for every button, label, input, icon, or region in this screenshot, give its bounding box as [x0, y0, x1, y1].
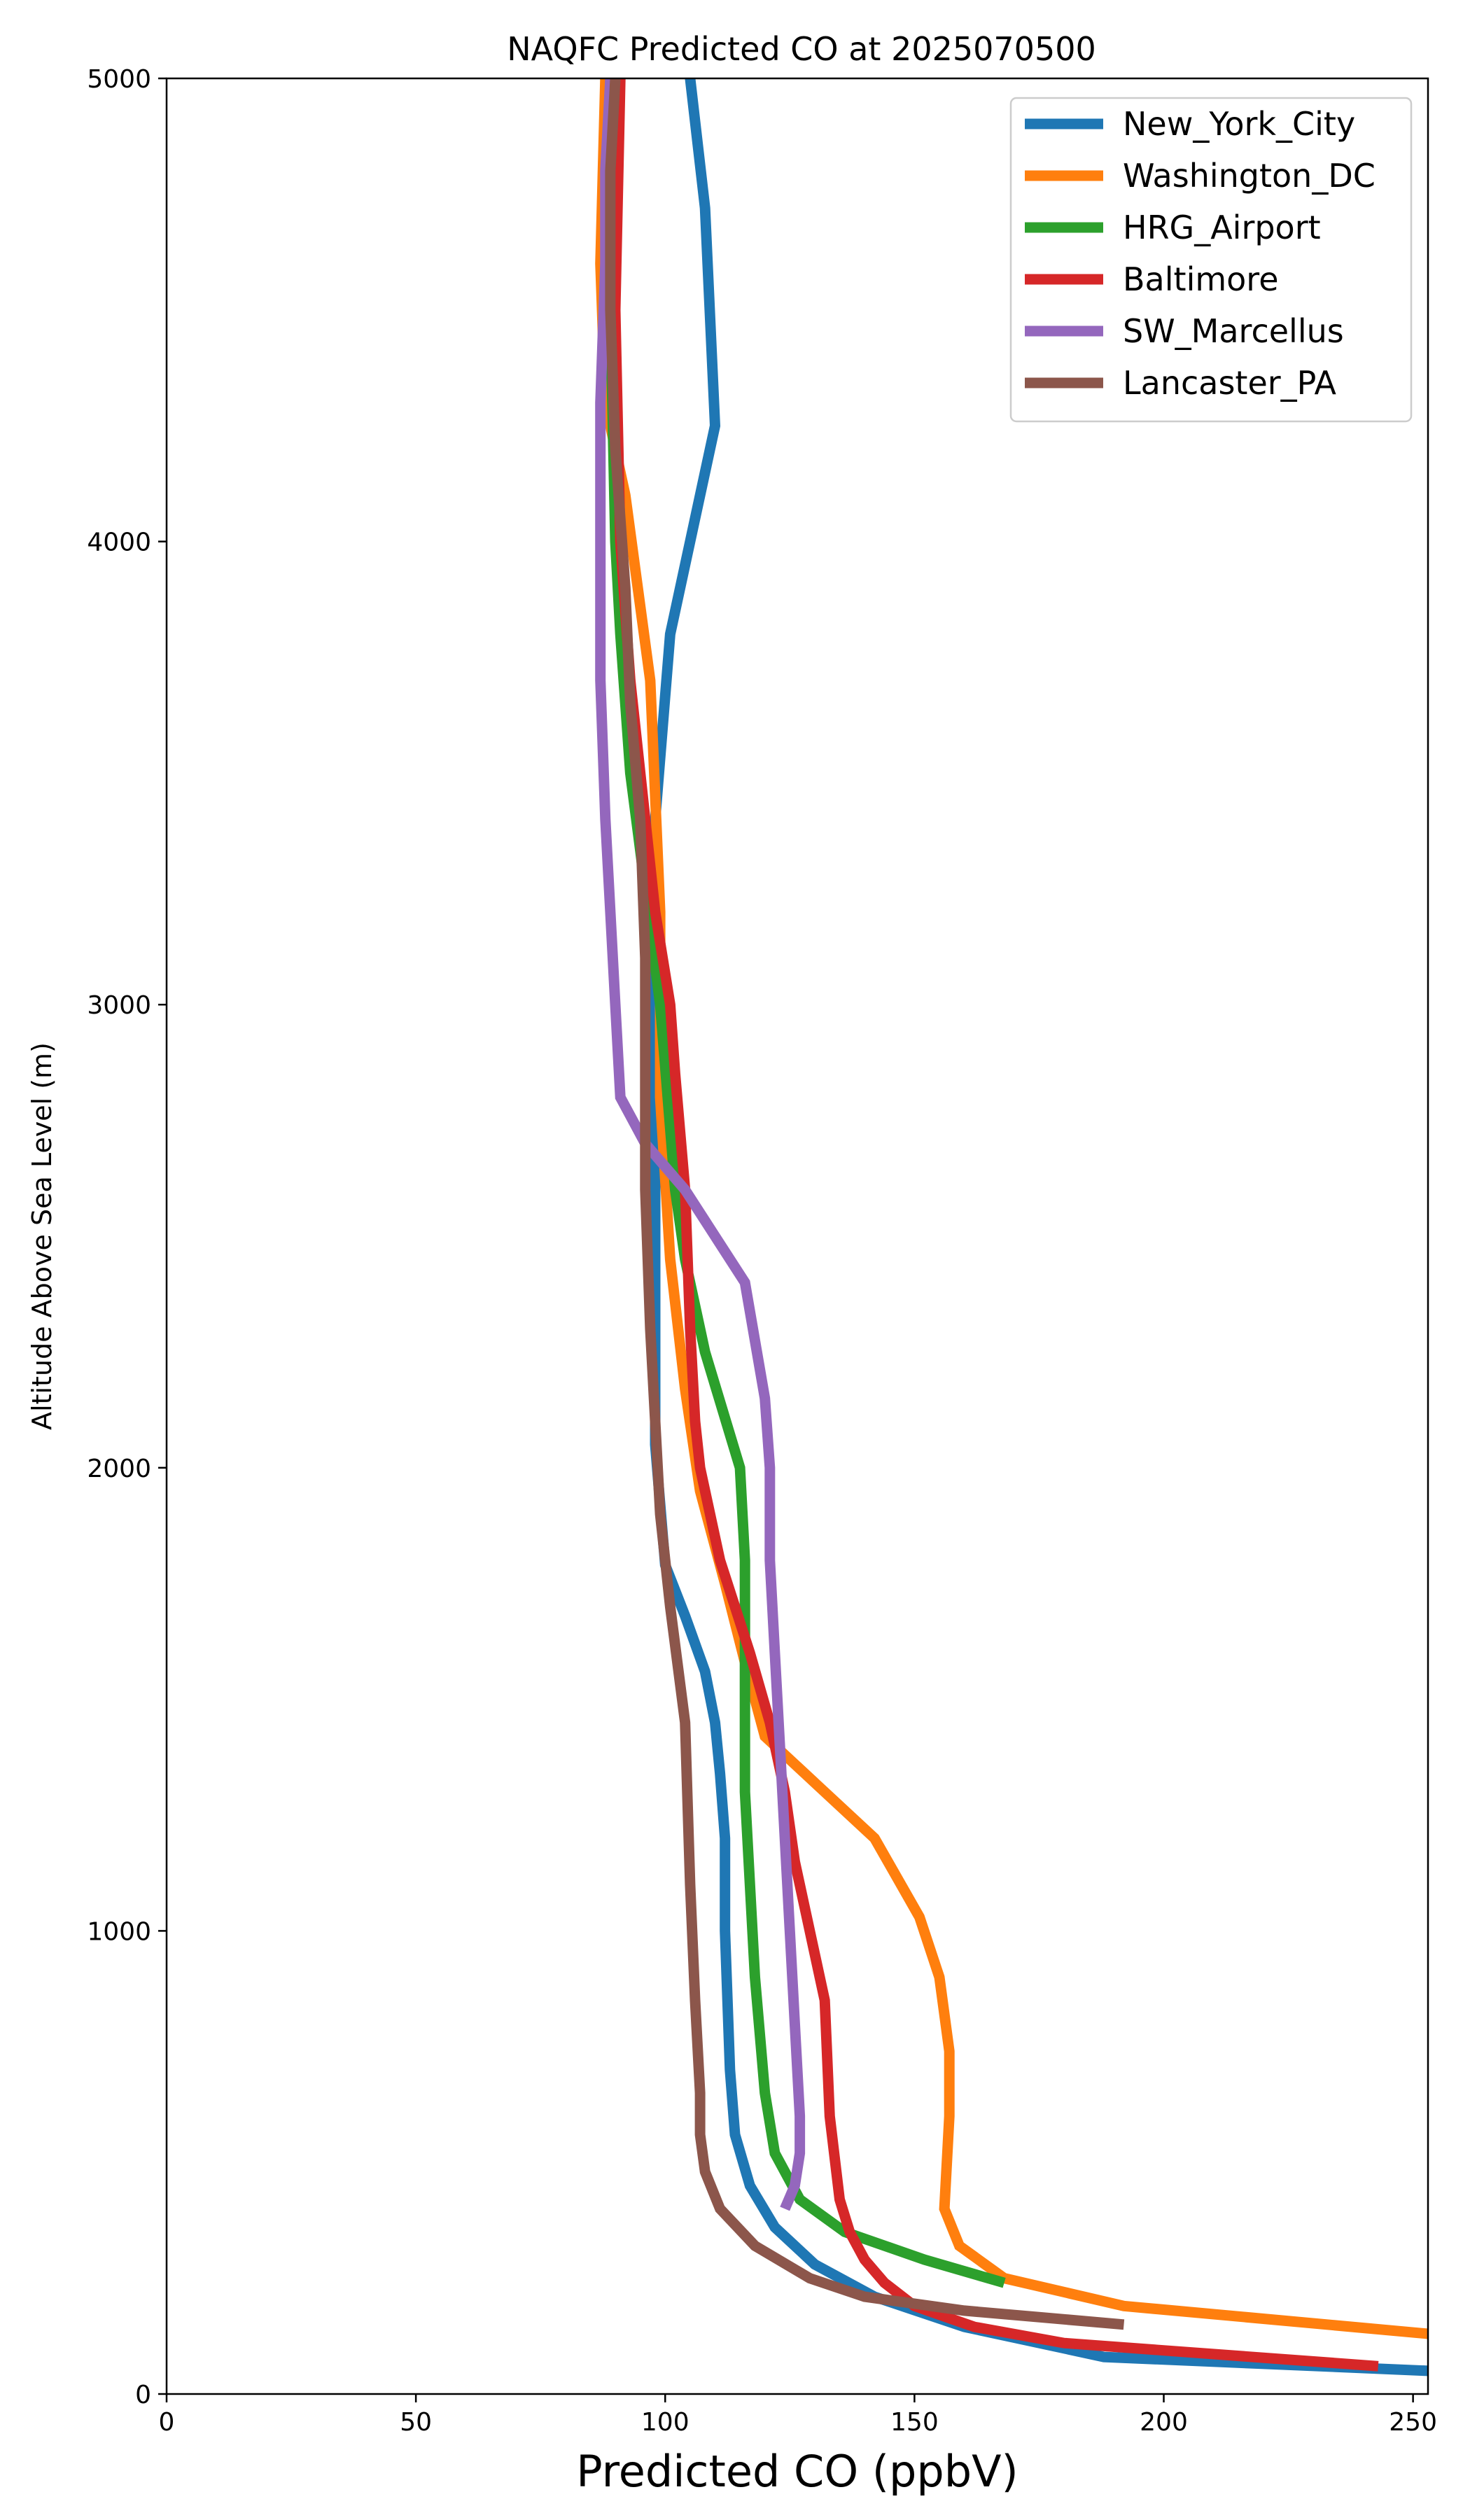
- legend-entries: New_York_City Washington_DC HRG_Airport Bal…: [1025, 105, 1376, 402]
- x-tick-label: 250: [1389, 2408, 1437, 2437]
- y-tick-label: 4000: [87, 528, 151, 557]
- legend-box: [1009, 97, 1413, 423]
- legend-label: New_York_City: [1123, 105, 1355, 143]
- legend: New_York_City Washington_DC HRG_Airport Bal…: [1009, 97, 1413, 423]
- x-tick-label: 0: [159, 2408, 175, 2437]
- y-tick-label: 3000: [87, 991, 151, 1020]
- x-tick-label: 100: [641, 2408, 690, 2437]
- x-tick-label: 50: [400, 2408, 432, 2437]
- x-tick-label: 150: [890, 2408, 939, 2437]
- legend-label: Baltimore: [1123, 260, 1279, 298]
- series-lines: [595, 78, 1428, 2376]
- y-tick-label: 1000: [87, 1917, 151, 1946]
- x-axis-ticks: 0 50 100 150 200 250: [159, 2394, 1437, 2437]
- legend-label: SW_Marcellus: [1123, 312, 1344, 350]
- y-tick-label: 2000: [87, 1455, 151, 1483]
- x-tick-label: 200: [1140, 2408, 1188, 2437]
- y-tick-label: 0: [135, 2381, 151, 2409]
- series-line-baltimore: [610, 78, 1379, 2372]
- axes-frame: [165, 77, 1429, 2395]
- legend-label: Washington_DC: [1123, 157, 1376, 195]
- y-axis-label: Altitude Above Sea Level (m): [27, 1042, 57, 1430]
- y-axis-ticks: 0 1000 2000 3000 4000 5000: [87, 65, 167, 2409]
- series-line-lancaster-pa: [605, 78, 1125, 2330]
- legend-label: HRG_Airport: [1123, 209, 1321, 246]
- chart-title: NAQFC Predicted CO at 2025070500: [507, 30, 1096, 68]
- series-line-sw-marcellus: [595, 78, 806, 2211]
- y-tick-label: 5000: [87, 65, 151, 94]
- legend-label: Lancaster_PA: [1123, 364, 1336, 402]
- series-line-washington-dc: [595, 78, 1428, 2339]
- x-axis-label: Predicted CO (ppbV): [576, 2446, 1018, 2497]
